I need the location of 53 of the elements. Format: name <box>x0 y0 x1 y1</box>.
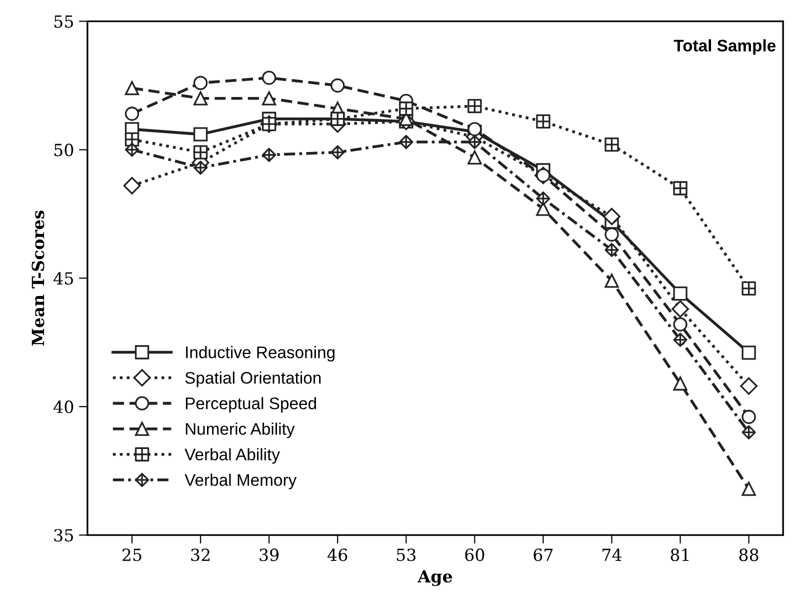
point <box>468 122 482 136</box>
y-axis-title: Mean T-Scores <box>32 210 44 346</box>
x-tick-label: 46 <box>328 548 348 562</box>
x-tick-label: 60 <box>465 548 484 562</box>
legend-label: Verbal Ability <box>184 448 280 464</box>
legend-label: Numeric Ability <box>186 422 295 438</box>
point <box>742 482 756 496</box>
point <box>604 137 619 152</box>
annotation: Total Sample <box>674 39 776 55</box>
y-tick-label: 45 <box>54 272 73 285</box>
point <box>468 150 482 165</box>
point <box>536 114 550 129</box>
y-tick-label: 35 <box>54 529 73 542</box>
point <box>124 80 140 96</box>
point <box>262 116 276 132</box>
point <box>193 91 208 106</box>
y-tick-label: 55 <box>54 15 73 28</box>
x-tick-label: 32 <box>191 548 210 562</box>
point <box>193 127 208 142</box>
legend-label: Spatial Orientation <box>185 372 321 388</box>
point <box>603 208 620 226</box>
x-tick-label: 88 <box>739 548 758 562</box>
point <box>673 376 688 391</box>
point <box>193 76 208 90</box>
x-axis-title: Age <box>418 570 452 586</box>
y-tick-label: 40 <box>54 400 74 414</box>
point <box>672 300 689 318</box>
point <box>399 102 414 116</box>
legend-label: Verbal Memory <box>184 474 297 490</box>
point <box>193 145 208 160</box>
legend-label: Inductive Reasoning <box>186 346 335 362</box>
point <box>262 70 276 85</box>
legend-label: Perceptual Speed <box>186 397 316 413</box>
point <box>123 176 141 194</box>
point <box>673 286 688 301</box>
x-tick-label: 81 <box>670 548 689 562</box>
point <box>740 377 758 395</box>
y-tick-label: 50 <box>54 144 74 156</box>
point <box>742 281 756 296</box>
x-tick-label: 53 <box>396 548 416 562</box>
point <box>330 112 345 126</box>
point <box>673 181 688 196</box>
point <box>124 106 140 121</box>
x-tick-label: 39 <box>260 548 279 562</box>
point <box>742 346 756 360</box>
point <box>330 78 345 93</box>
x-tick-label: 67 <box>534 548 553 562</box>
point <box>468 98 482 114</box>
x-tick-label: 74 <box>602 548 622 561</box>
point <box>673 317 688 332</box>
x-tick-label: 25 <box>122 548 142 562</box>
point <box>742 410 756 424</box>
point <box>604 274 619 288</box>
